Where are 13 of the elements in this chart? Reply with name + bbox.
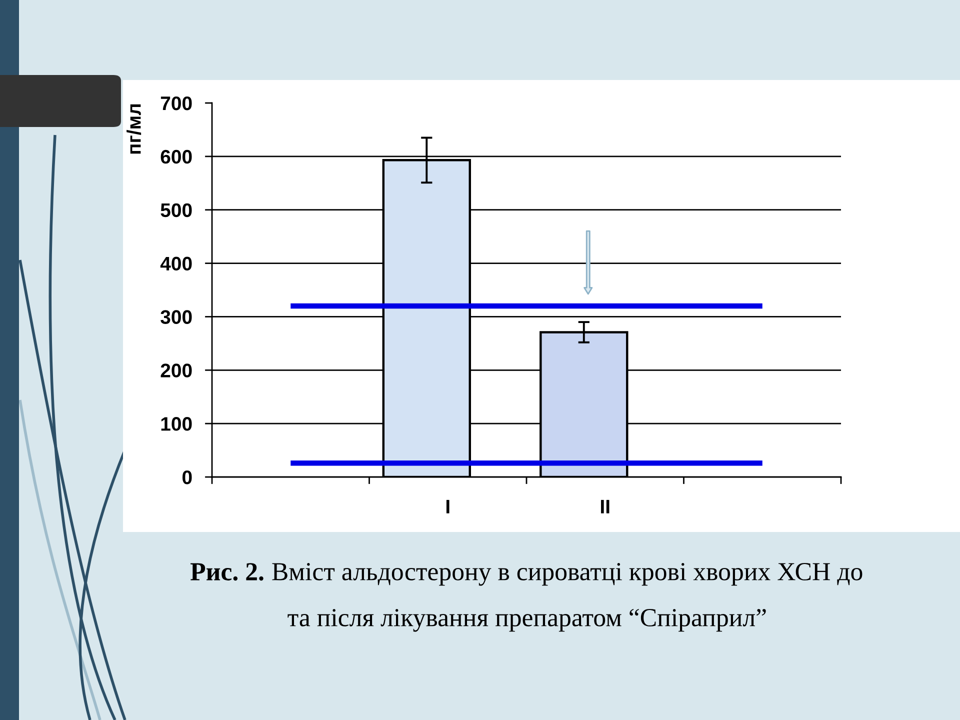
text: Рис. 2. [190,563,264,581]
y-tick-label: 400 [160,256,192,271]
y-tick-label: 500 [160,203,192,218]
y-tick-label: 600 [160,150,192,164]
y-tick-label: 100 [161,417,192,431]
y-tick-label: 0 [182,470,192,484]
text: Вміст альдостерону в сироватці крові хворих ХСН до та після лікування препаратом “Спіраприл” [272,563,862,632]
y-tick-label: 300 [160,310,192,324]
y-axis-title: пг/мл [126,104,142,154]
x-tick-label: II [601,500,610,514]
y-tick-label: 700 [160,96,192,110]
y-tick-label: 200 [160,364,192,378]
x-tick-label: I [446,500,450,514]
